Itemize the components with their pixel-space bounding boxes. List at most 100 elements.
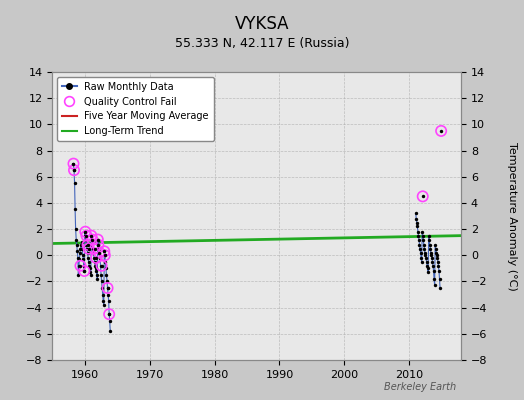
Point <box>435 276 444 282</box>
Point <box>96 255 104 261</box>
Point <box>415 236 423 243</box>
Point <box>416 246 424 252</box>
Point <box>89 246 97 252</box>
Point <box>429 262 437 269</box>
Point <box>103 285 112 291</box>
Text: VYKSA: VYKSA <box>235 15 289 33</box>
Point <box>81 232 90 239</box>
Point <box>81 228 90 235</box>
Point <box>430 276 438 282</box>
Point <box>418 259 426 265</box>
Point <box>79 252 87 258</box>
Point <box>101 252 109 258</box>
Point <box>83 242 92 248</box>
Point <box>84 246 93 252</box>
Point <box>422 255 430 261</box>
Point <box>425 242 434 248</box>
Point <box>411 210 420 216</box>
Point <box>78 239 86 245</box>
Point <box>77 262 85 269</box>
Point <box>88 242 96 248</box>
Point <box>428 259 436 265</box>
Point <box>80 268 89 274</box>
Point <box>94 236 102 243</box>
Point <box>84 259 93 265</box>
Point <box>103 278 111 285</box>
Point <box>101 252 109 258</box>
Point <box>106 328 114 334</box>
Point <box>433 255 442 261</box>
Point <box>95 246 103 252</box>
Point <box>70 167 78 173</box>
Point <box>105 311 113 317</box>
Point <box>96 262 105 269</box>
Point <box>417 255 425 261</box>
Point <box>92 265 100 272</box>
Point <box>94 236 102 243</box>
Point <box>100 302 108 308</box>
Point <box>70 167 78 173</box>
Point <box>101 259 110 265</box>
Point <box>92 255 101 261</box>
Point <box>73 248 81 254</box>
Point <box>78 246 86 252</box>
Point <box>414 232 423 239</box>
Point <box>69 160 78 167</box>
Point <box>434 259 442 265</box>
Point <box>105 318 114 324</box>
Point <box>416 242 424 248</box>
Point <box>104 291 112 298</box>
Point <box>430 282 439 288</box>
Point <box>93 276 102 282</box>
Point <box>74 255 82 261</box>
Point <box>74 272 83 278</box>
Point <box>94 236 102 243</box>
Point <box>97 262 106 269</box>
Point <box>97 262 106 269</box>
Point <box>79 256 88 262</box>
Point <box>81 228 90 235</box>
Point <box>70 167 78 173</box>
Point <box>81 228 89 235</box>
Point <box>82 242 91 248</box>
Point <box>77 242 85 248</box>
Point <box>423 265 432 272</box>
Point <box>95 250 104 256</box>
Point <box>72 242 81 248</box>
Point <box>431 242 439 248</box>
Point <box>80 262 88 269</box>
Point <box>100 248 108 254</box>
Point <box>434 262 443 269</box>
Point <box>437 128 445 134</box>
Point <box>435 268 443 274</box>
Point <box>100 248 108 254</box>
Point <box>80 268 89 274</box>
Point <box>87 232 95 239</box>
Point <box>431 246 440 252</box>
Point <box>75 262 83 269</box>
Point <box>97 272 105 278</box>
Point <box>100 248 108 254</box>
Point <box>433 252 441 258</box>
Text: Berkeley Earth: Berkeley Earth <box>384 382 456 392</box>
Point <box>86 269 94 276</box>
Point <box>82 232 91 239</box>
Point <box>105 311 113 317</box>
Point <box>418 228 427 235</box>
Point <box>75 256 84 262</box>
Point <box>95 250 104 256</box>
Point <box>69 160 78 167</box>
Point <box>87 232 95 239</box>
Point <box>424 269 432 276</box>
Point <box>422 259 431 265</box>
Point <box>98 285 106 291</box>
Point <box>419 193 427 200</box>
Point <box>413 223 421 230</box>
Point <box>421 252 430 258</box>
Point <box>94 242 103 248</box>
Point <box>105 311 113 317</box>
Y-axis label: Temperature Anomaly (°C): Temperature Anomaly (°C) <box>507 142 517 290</box>
Text: 55.333 N, 42.117 E (Russia): 55.333 N, 42.117 E (Russia) <box>174 38 350 50</box>
Point <box>88 236 96 243</box>
Point <box>419 232 427 239</box>
